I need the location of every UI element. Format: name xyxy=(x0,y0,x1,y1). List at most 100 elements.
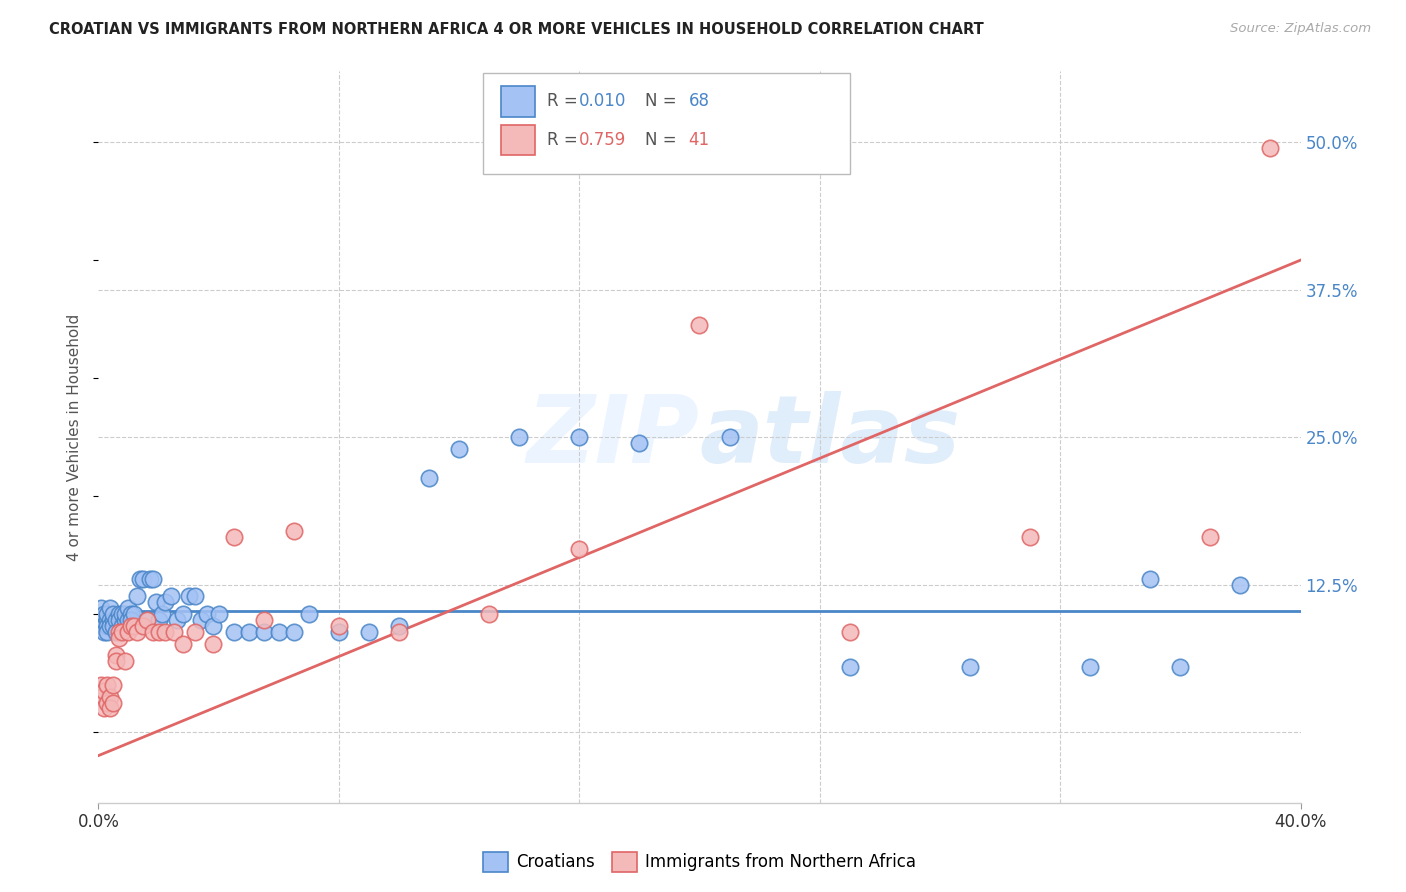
Point xyxy=(150,607,173,621)
Point xyxy=(90,690,112,704)
Text: R =: R = xyxy=(547,131,583,149)
Point xyxy=(103,619,125,633)
Point xyxy=(135,613,157,627)
Point xyxy=(96,607,118,621)
Point xyxy=(253,613,276,627)
Point xyxy=(1170,660,1192,674)
Point xyxy=(1078,660,1101,674)
Point xyxy=(90,613,112,627)
Text: 68: 68 xyxy=(689,93,710,111)
Point xyxy=(96,619,118,633)
Point xyxy=(96,678,118,692)
Point xyxy=(508,430,530,444)
Point xyxy=(108,631,131,645)
Point xyxy=(183,624,205,639)
Point xyxy=(357,624,380,639)
Point xyxy=(253,624,276,639)
Point xyxy=(478,607,501,621)
Bar xyxy=(501,86,534,117)
Point xyxy=(135,613,157,627)
Point xyxy=(108,607,131,621)
Point xyxy=(201,636,224,650)
Point xyxy=(183,590,205,604)
Point xyxy=(117,624,139,639)
Point xyxy=(121,607,143,621)
Text: ZIP: ZIP xyxy=(527,391,700,483)
Point xyxy=(124,619,146,633)
Point xyxy=(718,430,741,444)
Point xyxy=(145,595,167,609)
Point xyxy=(90,678,112,692)
Point xyxy=(105,613,128,627)
Point xyxy=(121,613,143,627)
Point xyxy=(208,607,231,621)
Point xyxy=(138,572,160,586)
Point xyxy=(159,590,181,604)
Point xyxy=(1260,141,1282,155)
Text: CROATIAN VS IMMIGRANTS FROM NORTHERN AFRICA 4 OR MORE VEHICLES IN HOUSEHOLD CORR: CROATIAN VS IMMIGRANTS FROM NORTHERN AFR… xyxy=(49,22,984,37)
Point xyxy=(628,436,651,450)
Point xyxy=(114,607,136,621)
Point xyxy=(166,613,188,627)
Point xyxy=(127,624,149,639)
Point xyxy=(132,619,155,633)
Point xyxy=(153,595,176,609)
Point xyxy=(388,624,411,639)
Point xyxy=(103,607,125,621)
Text: 0.759: 0.759 xyxy=(579,131,627,149)
Point xyxy=(172,636,194,650)
Point xyxy=(162,624,184,639)
Text: N =: N = xyxy=(645,131,682,149)
Point xyxy=(222,530,245,544)
Point xyxy=(838,624,860,639)
Point xyxy=(190,613,212,627)
Point xyxy=(100,701,122,715)
Point xyxy=(141,572,163,586)
Point xyxy=(111,607,134,621)
Point xyxy=(132,572,155,586)
Point xyxy=(103,696,125,710)
Point xyxy=(838,660,860,674)
Point xyxy=(328,619,350,633)
Point xyxy=(568,430,591,444)
Point xyxy=(172,607,194,621)
Point xyxy=(127,590,149,604)
Point xyxy=(568,542,591,557)
Point xyxy=(222,624,245,639)
Point xyxy=(93,701,115,715)
Point xyxy=(108,613,131,627)
Point xyxy=(96,696,118,710)
Point xyxy=(328,624,350,639)
Point xyxy=(90,601,112,615)
Point xyxy=(108,624,131,639)
Point xyxy=(103,613,125,627)
Point xyxy=(201,619,224,633)
Point xyxy=(1139,572,1161,586)
Point xyxy=(100,619,122,633)
Point xyxy=(141,624,163,639)
Point xyxy=(121,619,143,633)
Point xyxy=(153,624,176,639)
Point xyxy=(418,471,440,485)
Point xyxy=(298,607,321,621)
Text: 0.010: 0.010 xyxy=(579,93,627,111)
Point xyxy=(114,654,136,668)
Point xyxy=(195,607,218,621)
Y-axis label: 4 or more Vehicles in Household: 4 or more Vehicles in Household xyxy=(67,313,83,561)
Point xyxy=(177,590,200,604)
Point xyxy=(283,524,305,539)
Point xyxy=(100,690,122,704)
Point xyxy=(100,613,122,627)
Bar xyxy=(501,125,534,155)
Text: atlas: atlas xyxy=(700,391,960,483)
Point xyxy=(93,624,115,639)
Point xyxy=(93,619,115,633)
Point xyxy=(388,619,411,633)
Point xyxy=(267,624,290,639)
Point xyxy=(959,660,981,674)
Text: R =: R = xyxy=(547,93,583,111)
Point xyxy=(124,607,146,621)
Point xyxy=(148,624,170,639)
Legend: Croatians, Immigrants from Northern Africa: Croatians, Immigrants from Northern Afri… xyxy=(477,845,922,879)
Point xyxy=(689,318,711,332)
